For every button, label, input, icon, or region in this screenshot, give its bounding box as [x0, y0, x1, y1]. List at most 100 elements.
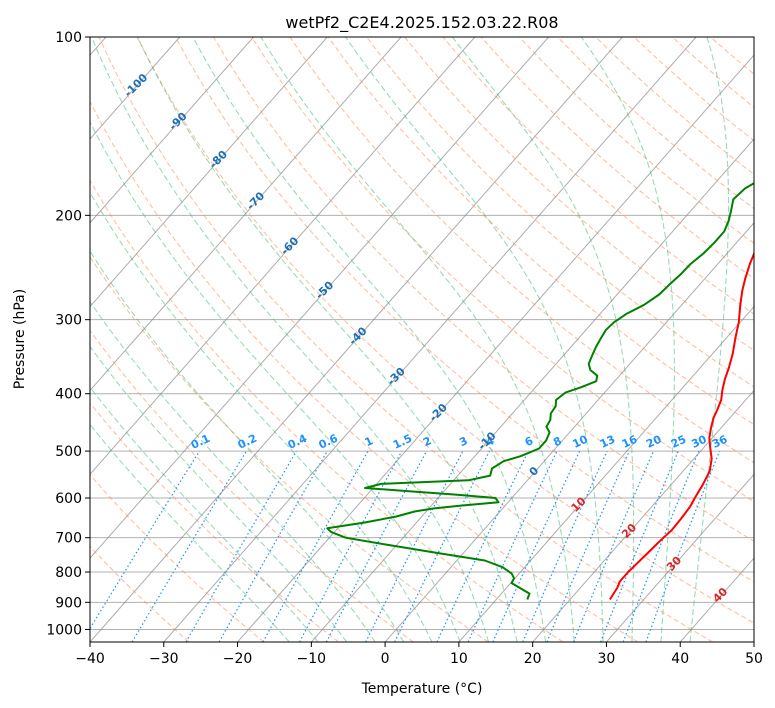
isotherm-line: [90, 37, 402, 392]
y-axis: 100 200 300 400 500 600 700 800 900 1000: [46, 30, 90, 638]
x-tick-label: 40: [671, 651, 689, 667]
mixing-ratio-line: [572, 450, 655, 642]
mixing-ratio-label: 0.2: [236, 432, 259, 452]
y-tick-label: 800: [55, 565, 82, 581]
isotherm-line: [90, 37, 254, 224]
mixing-ratio-line: [546, 450, 630, 642]
moist-adiabat-line: [451, 37, 635, 642]
mixing-ratio-line: [492, 450, 581, 642]
mixing-ratio-label: 16: [620, 433, 640, 451]
dry-adiabat-line: [518, 37, 754, 244]
x-tick-label: 0: [381, 651, 390, 667]
moist-adiabat-line: [345, 37, 604, 642]
x-tick-label: −10: [297, 651, 327, 667]
x-axis: −40 −30 −20 −10 0 10 20 30 40 50: [75, 642, 763, 667]
y-tick-label: 200: [55, 208, 82, 224]
isotherm-line: [458, 305, 754, 642]
moist-adiabat-line: [192, 37, 547, 642]
mixing-ratio-line: [622, 450, 700, 642]
mixing-ratio-label: 0.4: [286, 432, 309, 452]
y-tick-label: 600: [55, 491, 82, 507]
dry-adiabat-line: [174, 37, 754, 583]
isotherm-line: [532, 389, 754, 642]
dry-adiabat-line: [90, 473, 265, 642]
mixing-ratio-line: [645, 450, 721, 642]
dry-adiabat-line: [480, 37, 754, 280]
mixing-ratio-label: 1.5: [391, 432, 414, 452]
moist-adiabat-line: [137, 37, 518, 642]
isotherm-line: [606, 473, 754, 642]
dry-adiabat-line: [90, 402, 339, 642]
moist-adiabat-line: [689, 37, 730, 642]
mixing-ratio-line: [262, 450, 369, 642]
y-tick-label: 1000: [46, 622, 82, 638]
chart-title: wetPf2_C2E4.2025.152.03.22.R08: [285, 13, 558, 33]
dry-adiabat-line: [557, 37, 754, 210]
plot-frame: [89, 36, 755, 643]
dry-adiabat-line: [442, 37, 754, 315]
moist-adiabat-line: [90, 37, 490, 642]
mixing-ratio-line: [394, 450, 491, 642]
mixing-ratio-label: 2: [421, 434, 433, 449]
dry-adiabat-line: [404, 37, 754, 351]
mixing-ratio-label: 30: [689, 433, 709, 451]
moist-adiabat-line: [90, 345, 348, 642]
moist-adiabat-line: [90, 423, 290, 642]
dry-adiabat-line: [595, 37, 754, 176]
isotherm-line: [90, 37, 181, 140]
dewpoint-profile-line: [326, 182, 754, 600]
moist-adiabat-line: [90, 250, 405, 642]
y-tick-label: 500: [55, 444, 82, 460]
mixing-ratio-label: 3: [457, 434, 469, 449]
mixing-ratio-line: [522, 450, 608, 642]
isotherm-line: [384, 222, 754, 642]
mixing-ratio-label: 13: [598, 433, 617, 451]
mixing-ratio-line: [299, 450, 403, 642]
dry-adiabat-line: [90, 179, 564, 642]
y-tick-label: 300: [55, 313, 82, 329]
mixing-ratio-label: 25: [669, 433, 688, 451]
isotherm-line: [90, 37, 328, 308]
y-tick-label: 100: [55, 30, 82, 46]
moist-adiabat-line: [580, 37, 675, 642]
mixing-ratio-line: [600, 450, 679, 642]
mixing-ratio-label: 10: [571, 433, 591, 451]
mixing-ratio-label: 20: [644, 433, 664, 451]
moist-adiabat-line: [90, 191, 433, 642]
mixing-ratio-line: [218, 450, 328, 642]
x-axis-title: Temperature (°C): [361, 681, 483, 697]
mixing-ratio-line: [90, 450, 200, 630]
dry-adiabat-line: [710, 37, 754, 75]
dry-adiabat-line: [90, 329, 414, 642]
isotherm-line: [90, 37, 476, 476]
dry-adiabat-line: [213, 37, 754, 542]
moist-adiabat-line: [260, 37, 575, 642]
dry-adiabat-line: [289, 37, 754, 464]
moist-adiabat-line: [90, 300, 376, 642]
moist-adiabat-line: [90, 386, 319, 642]
isotherm-line: [679, 557, 754, 642]
dry-adiabat-line: [136, 37, 754, 624]
temperature-profile-line: [609, 251, 754, 601]
mixing-ratio-label: 36: [710, 433, 730, 451]
dry-adiabat-line: [98, 37, 713, 642]
x-tick-label: 50: [745, 651, 763, 667]
x-tick-label: −40: [75, 651, 105, 667]
y-axis-title: Pressure (hPa): [12, 289, 28, 389]
mixing-ratio-line: [325, 450, 428, 642]
x-tick-label: −30: [149, 651, 179, 667]
x-tick-label: −20: [223, 651, 253, 667]
x-tick-label: 10: [450, 651, 468, 667]
dry-adiabat-line: [671, 37, 754, 108]
x-tick-label: 30: [598, 651, 616, 667]
x-tick-label: 20: [524, 651, 542, 667]
y-tick-label: 900: [55, 595, 82, 611]
profile-lines: [326, 182, 754, 601]
mixing-ratio-label: 1: [363, 434, 375, 449]
background-lines: [90, 37, 754, 642]
line-labels: 0.1 0.2 0.4 0.6 1 1.5 2 3 4 6 8 10 13 16 20 25 30 36-100-…: [122, 71, 731, 605]
isotherm-line: [90, 37, 549, 559]
isotherm-line: [90, 37, 623, 642]
dry-adiabat-line: [90, 255, 489, 642]
